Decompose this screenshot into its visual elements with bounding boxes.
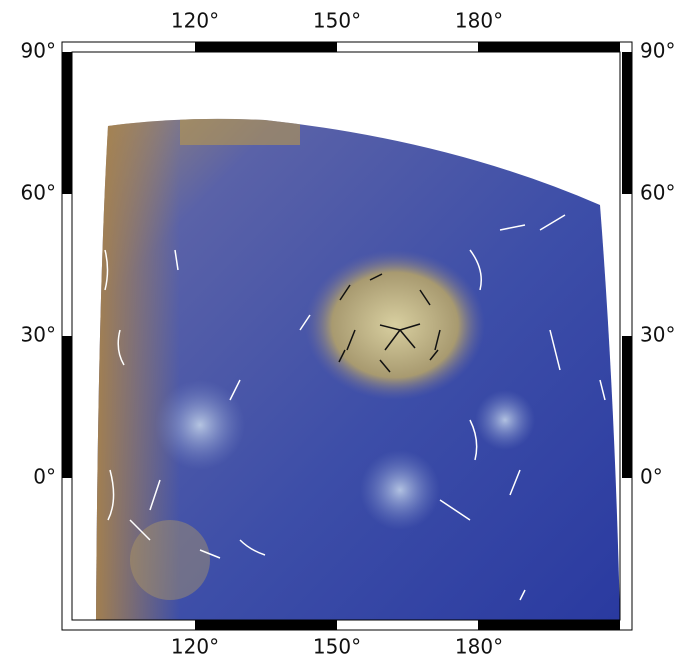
- lat-label-left: 30°: [21, 323, 56, 347]
- lat-label-left: 0°: [33, 465, 56, 489]
- lat-label-left: 60°: [21, 181, 56, 205]
- lat-label-right: 0°: [640, 465, 663, 489]
- lon-label-bottom: 150°: [313, 635, 361, 659]
- lon-label-top: 150°: [313, 9, 361, 33]
- lat-label-right: 30°: [640, 323, 675, 347]
- lat-label-right: 90°: [640, 39, 675, 63]
- lon-label-top: 180°: [455, 9, 503, 33]
- lon-label-bottom: 120°: [171, 635, 219, 659]
- mercury-mosaic: [72, 52, 620, 620]
- map-figure: 120° 120° 150° 150° 180° 180° 90° 90° 60° 60° 30° 3…: [0, 0, 693, 662]
- lat-label-left: 90°: [21, 39, 56, 63]
- lat-label-right: 60°: [640, 181, 675, 205]
- lon-label-top: 120°: [171, 9, 219, 33]
- lon-label-bottom: 180°: [455, 635, 503, 659]
